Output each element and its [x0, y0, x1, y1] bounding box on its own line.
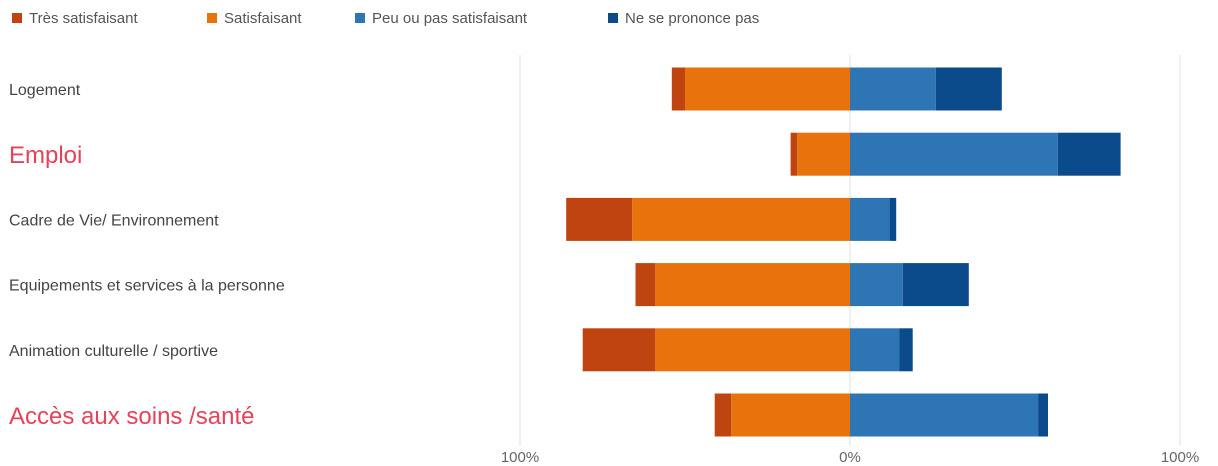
bar-cadre-de-vie-environnement-ne-se-prononce-pas [889, 197, 897, 241]
bar-logement-tres-satisfaisant [671, 67, 685, 111]
bar-emploi-peu-ou-pas-satisfaisant [850, 132, 1058, 176]
x-axis-ticks: 100% 0% 100% [501, 449, 1199, 466]
legend-label-ne-se-prononce-pas: Ne se prononce pas [625, 10, 759, 27]
bar-animation-culturelle-sportive-tres-satisfaisant [582, 328, 656, 372]
bar-equipements-et-services-a-la-personne-peu-ou-pas-satisfaisant [850, 263, 903, 307]
bar-acces-aux-soins-sante-satisfaisant [731, 393, 850, 437]
category-label-acces-aux-soins-sante: Accès aux soins /santé [9, 403, 254, 430]
bar-animation-culturelle-sportive-ne-se-prononce-pas [899, 328, 913, 372]
bar-acces-aux-soins-sante-peu-ou-pas-satisfaisant [850, 393, 1039, 437]
bar-logement-ne-se-prononce-pas [935, 67, 1002, 111]
legend-swatch-tres-satisfaisant [12, 13, 22, 23]
legend-label-tres-satisfaisant: Très satisfaisant [29, 10, 138, 27]
bars [566, 67, 1121, 437]
x-tick-label-0: 100% [501, 449, 539, 466]
category-label-equipements-et-services-a-la-personne: Equipements et services à la personne [9, 278, 285, 295]
bar-emploi-satisfaisant [797, 132, 850, 176]
category-label-logement: Logement [9, 82, 81, 99]
x-tick-label-1: 0% [839, 449, 861, 466]
category-label-emploi: Emploi [9, 142, 82, 169]
bar-equipements-et-services-a-la-personne-tres-satisfaisant [635, 263, 656, 307]
legend-swatch-satisfaisant [207, 13, 217, 23]
bar-emploi-ne-se-prononce-pas [1057, 132, 1121, 176]
x-tick-label-2: 100% [1161, 449, 1199, 466]
bar-logement-peu-ou-pas-satisfaisant [850, 67, 936, 111]
gridlines [519, 55, 1181, 446]
legend-swatch-ne-se-prononce-pas [608, 13, 618, 23]
bar-cadre-de-vie-environnement-tres-satisfaisant [566, 197, 633, 241]
bar-acces-aux-soins-sante-tres-satisfaisant [714, 393, 732, 437]
bar-animation-culturelle-sportive-satisfaisant [655, 328, 850, 372]
bar-emploi-tres-satisfaisant [790, 132, 798, 176]
legend-label-satisfaisant: Satisfaisant [224, 10, 302, 27]
bar-cadre-de-vie-environnement-peu-ou-pas-satisfaisant [850, 197, 890, 241]
bar-equipements-et-services-a-la-personne-satisfaisant [655, 263, 850, 307]
bar-acces-aux-soins-sante-ne-se-prononce-pas [1038, 393, 1048, 437]
category-labels: Logement Emploi Cadre de Vie/ Environnemen… [9, 82, 285, 430]
bar-cadre-de-vie-environnement-satisfaisant [632, 197, 850, 241]
category-label-animation-culturelle-sportive: Animation culturelle / sportive [9, 343, 218, 360]
legend-label-peu-ou-pas-satisfaisant: Peu ou pas satisfaisant [372, 10, 528, 27]
legend-swatch-peu-ou-pas-satisfaisant [355, 13, 365, 23]
category-label-cadre-de-vie-environnement: Cadre de Vie/ Environnement [9, 212, 219, 229]
bar-animation-culturelle-sportive-peu-ou-pas-satisfaisant [850, 328, 900, 372]
bar-equipements-et-services-a-la-personne-ne-se-prononce-pas [902, 263, 969, 307]
bar-logement-satisfaisant [685, 67, 850, 111]
legend: Très satisfaisant Satisfaisant Peu ou pas … [12, 10, 759, 27]
